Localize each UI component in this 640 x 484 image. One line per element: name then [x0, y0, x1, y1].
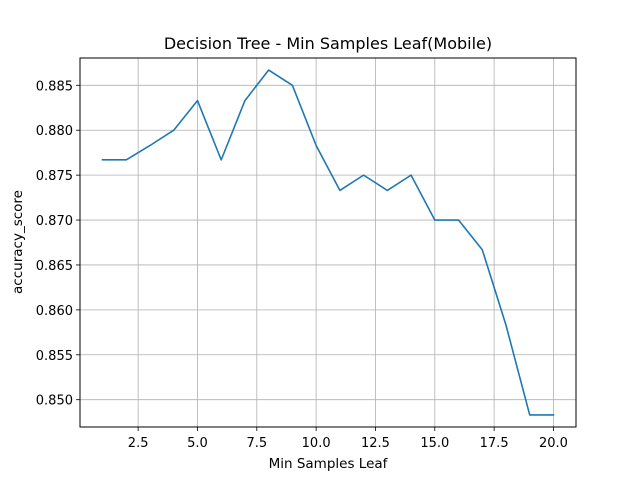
x-tick-label: 10.0	[302, 436, 331, 451]
x-tick-label: 20.0	[539, 436, 568, 451]
x-tick-label: 12.5	[361, 436, 390, 451]
y-tick-label: 0.870	[36, 214, 73, 229]
x-tick-label: 2.5	[128, 436, 149, 451]
y-tick-label: 0.855	[36, 349, 73, 364]
y-tick-label: 0.860	[36, 304, 73, 319]
x-tick-label: 15.0	[420, 436, 449, 451]
x-tick-label: 5.0	[187, 436, 208, 451]
y-tick-label: 0.885	[36, 79, 73, 94]
y-tick-label: 0.850	[36, 394, 73, 409]
x-tick-label: 7.5	[246, 436, 267, 451]
x-tick-label: 17.5	[480, 436, 509, 451]
y-tick-label: 0.875	[36, 169, 73, 184]
x-axis-label: Min Samples Leaf	[269, 456, 389, 472]
y-tick-label: 0.865	[36, 259, 73, 274]
y-axis-label: accuracy_score	[10, 190, 26, 294]
chart-title: Decision Tree - Min Samples Leaf(Mobile)	[164, 34, 492, 53]
y-tick-label: 0.880	[36, 124, 73, 139]
